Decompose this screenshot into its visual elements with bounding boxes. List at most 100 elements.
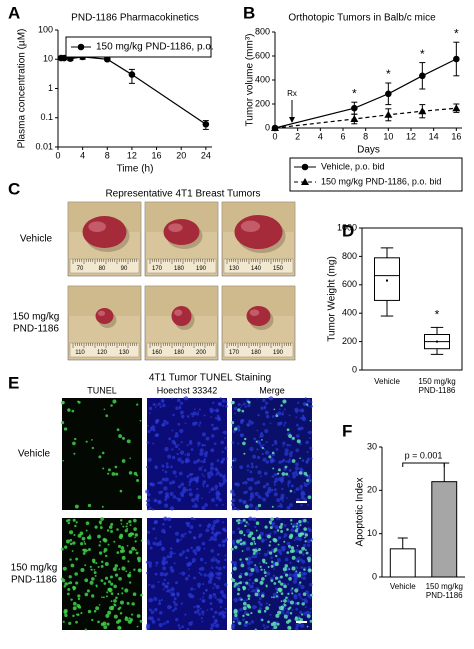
apoptotic-cell bbox=[86, 589, 90, 593]
apoptotic-cell bbox=[233, 545, 238, 549]
nucleus bbox=[177, 422, 181, 426]
apoptotic-cell bbox=[273, 582, 277, 585]
apoptotic-cell bbox=[70, 563, 75, 568]
apoptotic-cell bbox=[306, 403, 309, 406]
apoptotic-cell bbox=[93, 609, 97, 613]
nucleus bbox=[275, 412, 279, 416]
apoptotic-cell bbox=[230, 421, 235, 425]
nucleus bbox=[206, 472, 211, 476]
nucleus bbox=[265, 538, 268, 541]
nucleus bbox=[186, 415, 190, 418]
nucleus bbox=[248, 486, 253, 491]
nucleus bbox=[224, 607, 227, 610]
nucleus bbox=[280, 477, 283, 480]
nucleus bbox=[224, 611, 227, 614]
apoptotic-cell bbox=[60, 421, 65, 425]
apoptotic-cell bbox=[271, 596, 273, 599]
nucleus bbox=[173, 441, 176, 444]
nucleus bbox=[222, 476, 226, 480]
apoptotic-cell bbox=[267, 620, 270, 624]
nucleus bbox=[170, 568, 175, 573]
nucleus bbox=[307, 565, 311, 569]
apoptotic-cell bbox=[304, 533, 309, 537]
nucleus bbox=[217, 531, 220, 534]
chart-title: Orthotopic Tumors in Balb/c mice bbox=[288, 13, 436, 24]
apoptotic-cell bbox=[106, 591, 109, 594]
apoptotic-cell bbox=[254, 628, 257, 631]
apoptotic-cell bbox=[283, 614, 288, 619]
nucleus bbox=[225, 401, 228, 404]
nucleus bbox=[193, 460, 197, 464]
nucleus bbox=[147, 429, 151, 434]
nucleus bbox=[151, 482, 155, 487]
apoptotic-cell bbox=[94, 574, 97, 577]
error-bar bbox=[397, 537, 408, 549]
apoptotic-cell bbox=[267, 565, 270, 568]
nucleus bbox=[184, 396, 189, 401]
nucleus bbox=[306, 450, 309, 454]
apoptotic-cell bbox=[113, 540, 116, 543]
nucleus bbox=[262, 497, 267, 502]
nucleus bbox=[177, 443, 180, 446]
nucleus bbox=[184, 459, 189, 464]
nucleus bbox=[209, 407, 214, 412]
nucleus bbox=[145, 560, 149, 564]
nucleus bbox=[155, 542, 160, 547]
apoptotic-cell bbox=[99, 540, 102, 543]
nucleus bbox=[251, 581, 255, 585]
nucleus bbox=[198, 467, 203, 471]
apoptotic-cell bbox=[73, 534, 76, 537]
nucleus bbox=[300, 566, 303, 569]
apoptotic-cell bbox=[297, 560, 300, 563]
apoptotic-cell bbox=[239, 542, 243, 546]
apoptotic-cell bbox=[85, 521, 90, 525]
nucleus bbox=[209, 627, 214, 631]
nucleus bbox=[200, 460, 203, 463]
y-tick-label: 10 bbox=[367, 528, 377, 538]
legend-label: Vehicle, p.o. bid bbox=[321, 161, 385, 171]
nucleus bbox=[197, 611, 200, 614]
nucleus bbox=[149, 546, 153, 550]
apoptotic-cell bbox=[291, 555, 296, 560]
apoptotic-cell bbox=[286, 551, 290, 554]
apoptotic-cell bbox=[104, 576, 109, 580]
nucleus bbox=[157, 402, 161, 406]
apoptotic-cell bbox=[129, 524, 132, 527]
nucleus bbox=[155, 564, 158, 567]
nucleus bbox=[271, 475, 275, 478]
nucleus bbox=[289, 561, 292, 564]
nucleus bbox=[266, 571, 271, 576]
apoptotic-cell bbox=[77, 597, 81, 601]
apoptotic-cell bbox=[288, 576, 292, 581]
nucleus bbox=[175, 475, 177, 478]
apoptotic-cell bbox=[134, 540, 137, 543]
apoptotic-cell bbox=[276, 591, 279, 594]
nucleus bbox=[203, 573, 207, 577]
nucleus bbox=[233, 561, 238, 566]
nucleus bbox=[257, 495, 262, 499]
apoptotic-cell bbox=[98, 544, 101, 547]
marker bbox=[384, 110, 393, 118]
y-tick-label: 20 bbox=[367, 485, 377, 495]
nucleus bbox=[172, 600, 176, 604]
apoptotic-cell bbox=[259, 580, 264, 585]
nucleus bbox=[186, 475, 190, 478]
plot-frame bbox=[361, 227, 463, 371]
apoptotic-cell bbox=[112, 399, 117, 404]
apoptotic-cell bbox=[136, 556, 141, 561]
apoptotic-cell bbox=[75, 521, 78, 524]
nucleus bbox=[249, 477, 254, 482]
apoptotic-cell bbox=[296, 439, 301, 444]
nucleus bbox=[213, 621, 217, 625]
nucleus bbox=[179, 428, 184, 434]
apoptotic-cell bbox=[299, 457, 301, 460]
apoptotic-cell bbox=[67, 582, 70, 585]
nucleus bbox=[173, 562, 176, 565]
nucleus bbox=[233, 597, 238, 603]
apoptotic-cell bbox=[253, 541, 256, 543]
apoptotic-cell bbox=[75, 620, 78, 624]
nucleus bbox=[197, 500, 199, 503]
apoptotic-cell bbox=[98, 455, 102, 459]
x-tick-label: 2 bbox=[295, 131, 300, 141]
ruler-label: 180 bbox=[174, 350, 185, 356]
